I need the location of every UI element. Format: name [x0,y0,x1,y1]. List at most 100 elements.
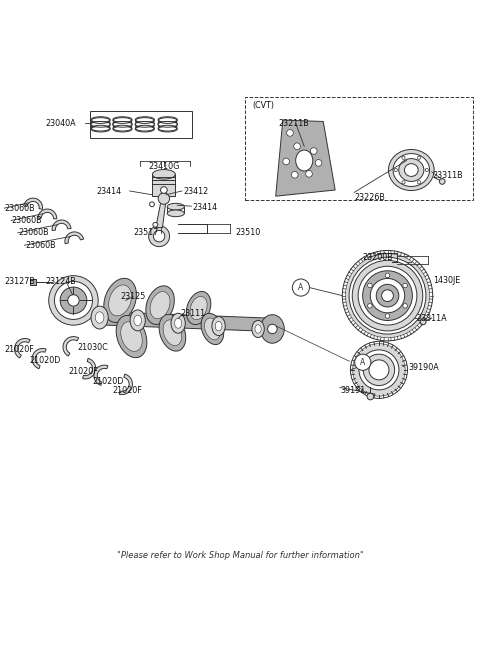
Bar [245,97,473,199]
Ellipse shape [159,314,186,351]
Text: 21020F: 21020F [69,367,98,377]
Polygon shape [156,199,166,228]
Polygon shape [14,338,30,358]
Text: 21020F: 21020F [112,386,142,396]
Ellipse shape [135,117,155,123]
Text: 23200B: 23200B [363,253,394,262]
Circle shape [158,193,169,204]
Circle shape [394,169,397,172]
Ellipse shape [158,126,177,132]
Circle shape [352,260,423,331]
Circle shape [349,257,426,334]
Text: 23414: 23414 [192,203,217,212]
Circle shape [418,180,420,184]
Ellipse shape [135,126,155,132]
Circle shape [60,287,87,314]
Ellipse shape [91,121,110,127]
Bar [90,111,192,138]
Ellipse shape [158,121,177,127]
Ellipse shape [113,121,132,127]
Ellipse shape [261,315,284,343]
Text: 23127B: 23127B [4,277,36,286]
Circle shape [420,319,426,325]
Circle shape [368,283,372,288]
Circle shape [402,156,405,159]
Text: (CVT): (CVT) [252,101,274,110]
Ellipse shape [186,291,211,325]
Ellipse shape [135,117,155,131]
Circle shape [267,324,277,334]
Polygon shape [24,198,43,209]
Ellipse shape [190,297,207,319]
Ellipse shape [146,286,174,325]
Ellipse shape [158,117,177,123]
Ellipse shape [388,150,434,191]
Circle shape [402,180,405,184]
Circle shape [291,171,298,178]
Text: 23060B: 23060B [4,203,35,213]
Circle shape [283,158,289,165]
Circle shape [371,278,405,313]
Ellipse shape [130,310,145,331]
Circle shape [403,283,408,288]
Ellipse shape [167,203,184,210]
Polygon shape [32,348,46,369]
Circle shape [153,222,158,227]
Ellipse shape [121,321,142,352]
Circle shape [425,169,429,172]
Text: 23517: 23517 [134,228,159,237]
Ellipse shape [91,121,110,127]
Circle shape [315,159,322,166]
Circle shape [306,171,312,177]
Polygon shape [120,374,132,395]
Circle shape [346,254,430,338]
Text: 23410G: 23410G [148,162,180,171]
Circle shape [48,276,98,325]
Text: 21020D: 21020D [30,356,61,365]
Ellipse shape [171,314,185,333]
Ellipse shape [201,314,224,344]
Ellipse shape [134,315,142,325]
Ellipse shape [212,317,225,336]
Polygon shape [276,120,335,196]
Polygon shape [83,358,96,379]
Text: 23412: 23412 [183,188,208,196]
Circle shape [149,226,169,247]
Text: 21020F: 21020F [4,345,34,354]
Text: A: A [360,358,365,367]
Text: 21030C: 21030C [77,344,108,352]
Ellipse shape [163,320,182,346]
Ellipse shape [393,154,430,186]
Text: 23311A: 23311A [416,314,447,323]
Ellipse shape [91,117,110,131]
Circle shape [369,360,389,380]
Ellipse shape [158,117,177,131]
Circle shape [355,354,371,371]
Ellipse shape [175,318,182,328]
Ellipse shape [113,117,132,123]
Text: 23510: 23510 [235,228,261,237]
Ellipse shape [104,278,136,323]
Ellipse shape [153,169,175,179]
Ellipse shape [252,320,264,338]
Ellipse shape [158,121,177,127]
Circle shape [311,148,317,154]
Circle shape [403,304,408,308]
Circle shape [350,341,408,398]
Polygon shape [94,312,279,332]
Text: 23311B: 23311B [432,171,463,180]
Ellipse shape [113,121,132,127]
Circle shape [342,251,432,341]
Polygon shape [52,220,71,230]
Ellipse shape [108,285,132,316]
Ellipse shape [91,306,108,329]
Circle shape [368,304,372,308]
Ellipse shape [96,312,104,323]
Ellipse shape [91,126,110,132]
Text: 23040A: 23040A [45,119,76,128]
Circle shape [376,284,399,307]
Circle shape [359,350,399,390]
Circle shape [150,202,155,207]
Polygon shape [63,337,79,356]
Ellipse shape [113,117,132,131]
